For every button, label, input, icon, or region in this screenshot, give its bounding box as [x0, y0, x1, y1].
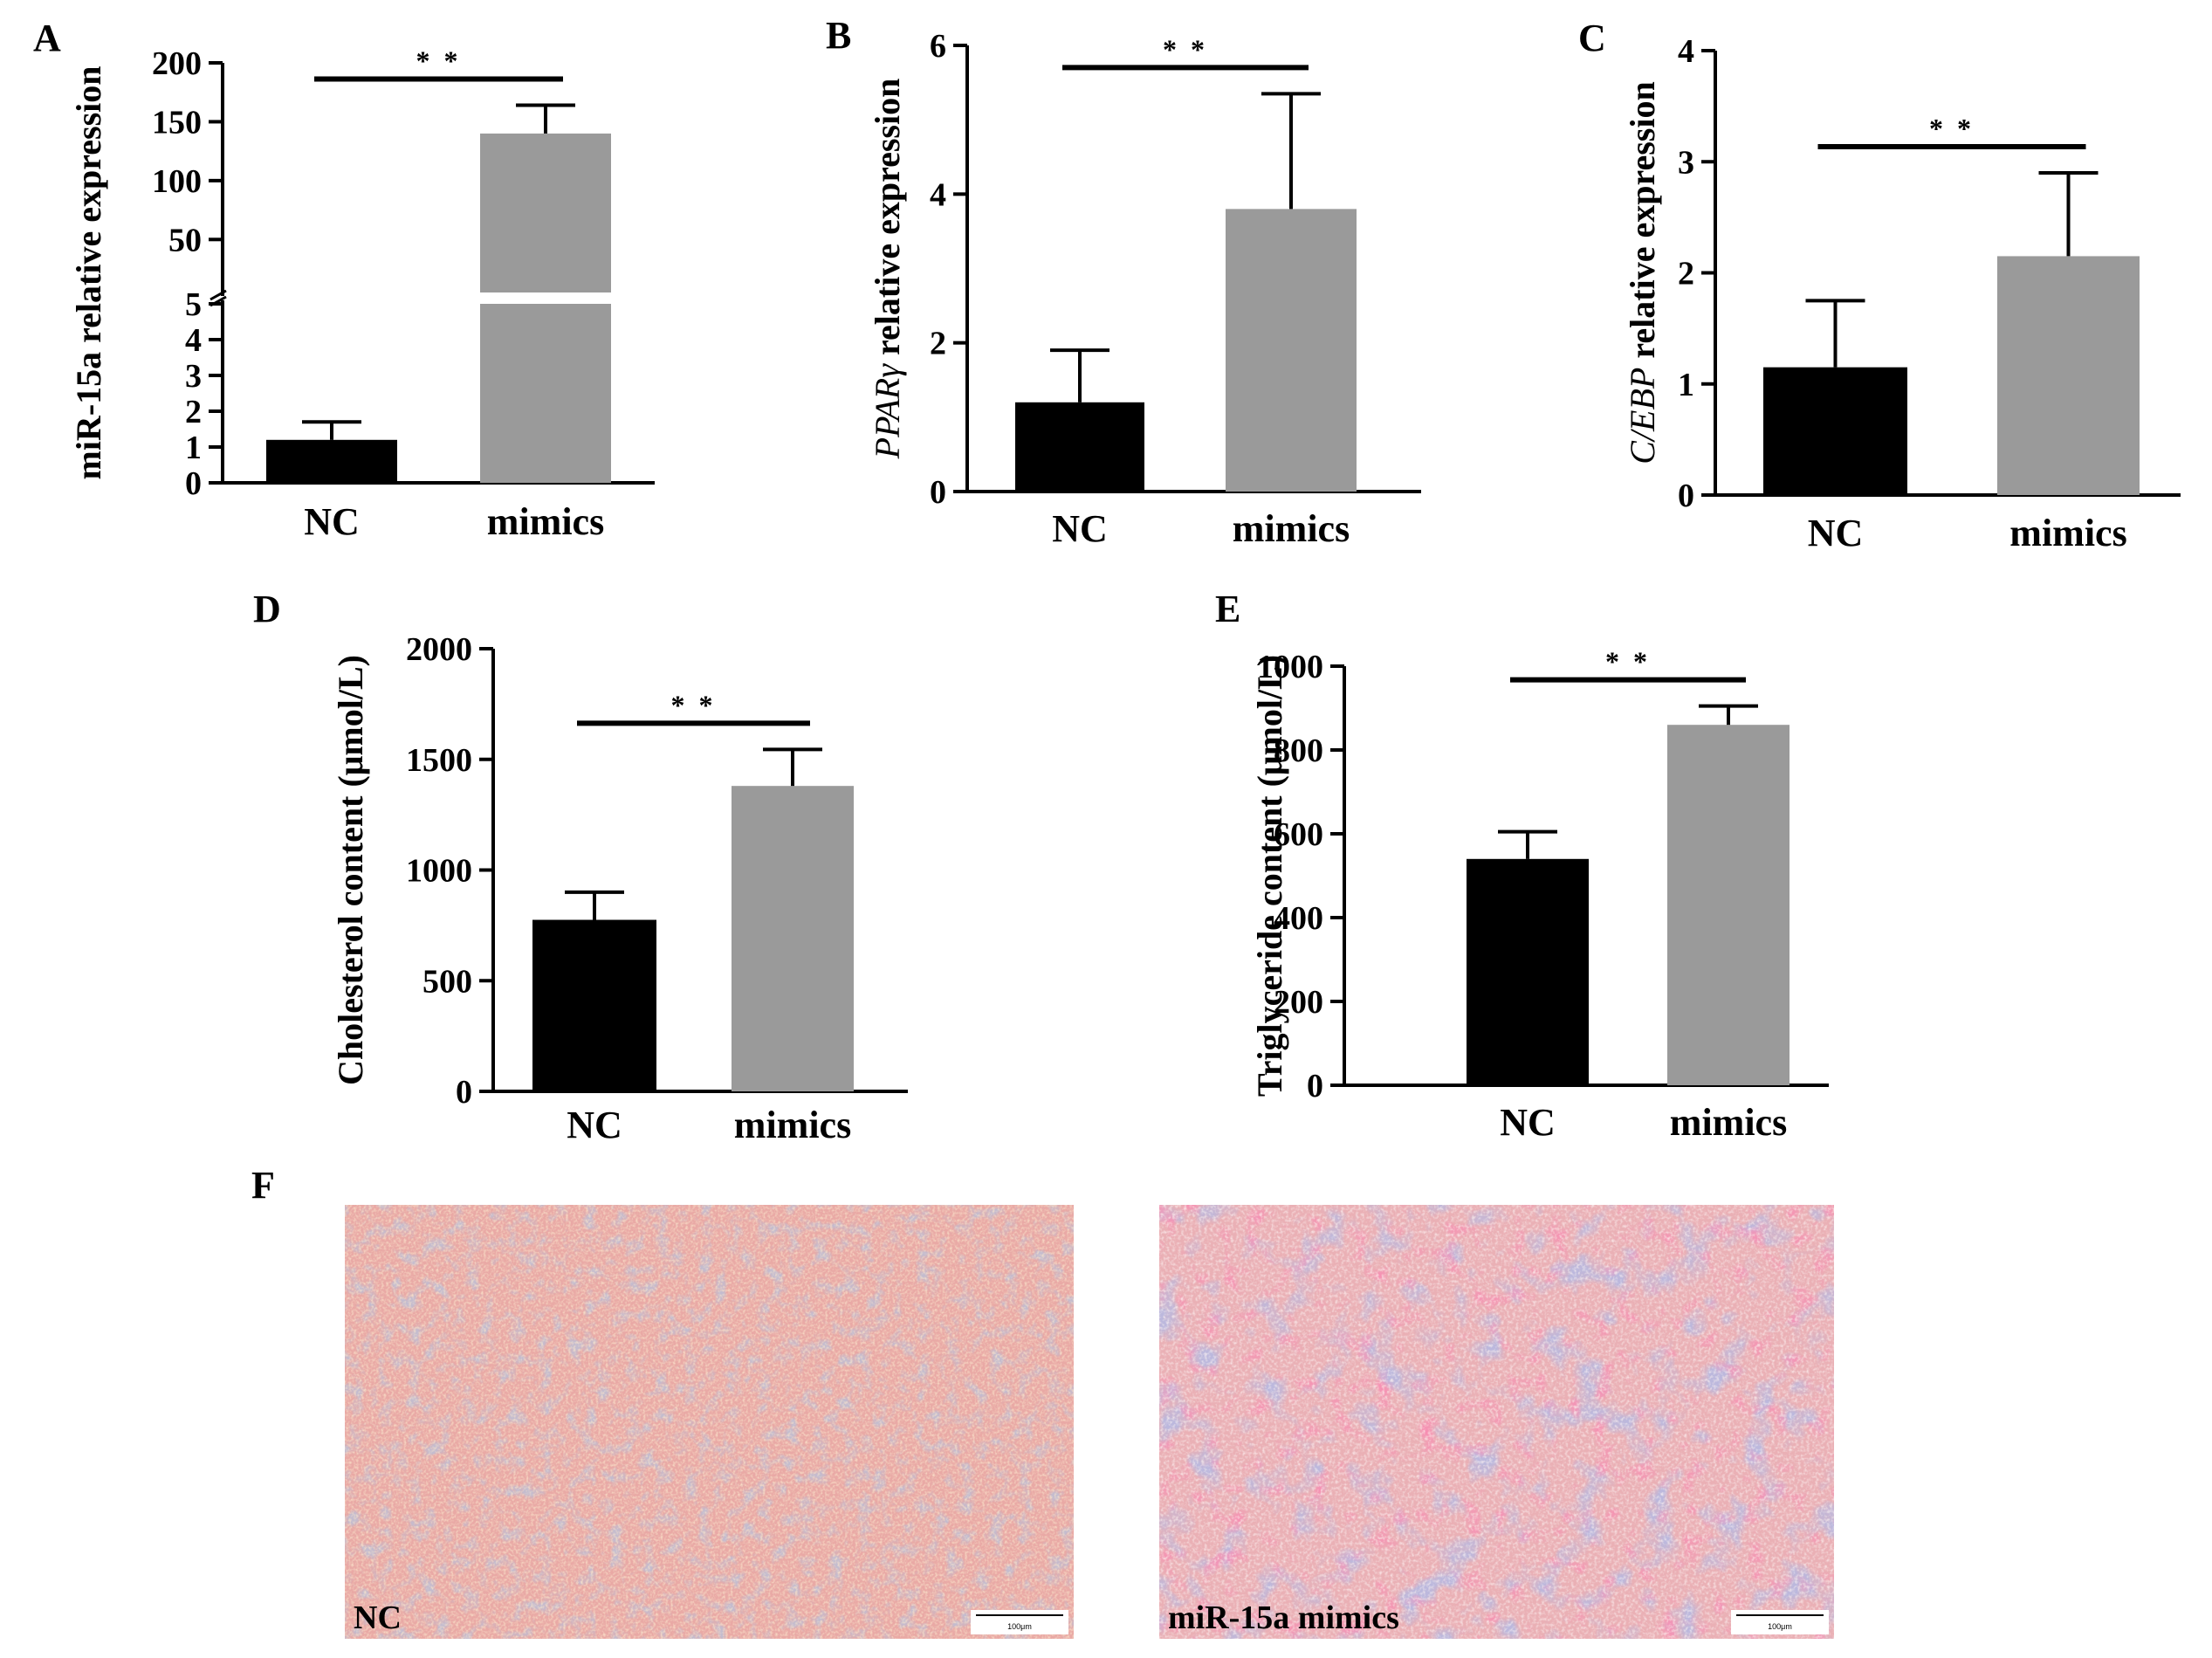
panel-letter-e: E [1215, 588, 1240, 630]
bar-nc [266, 439, 397, 483]
bar-mimics [732, 786, 854, 1091]
chart-panel-b: B 0 2 4 6 NC mimics * * PPARγ relative expressio… [826, 14, 1421, 550]
y-axis-label-text: Triglyceride content (μmol/L) [1250, 655, 1289, 1097]
y-tick-label: 2 [930, 326, 946, 362]
scale-bar-nc [971, 1610, 1068, 1634]
panel-letter-c: C [1578, 17, 1606, 59]
significance-label: * * [1163, 33, 1208, 65]
x-category-label: NC [1808, 512, 1864, 554]
y-axis-label-text: relative expression [1623, 81, 1662, 367]
panel-letter-d: D [253, 588, 281, 630]
y-axis-label: miR-15a relative expression [69, 65, 108, 479]
y-tick-label: 2 [1678, 256, 1694, 292]
y-tick-label: 3 [185, 358, 202, 395]
x-category-label: NC [1052, 507, 1108, 550]
significance-label: * * [671, 689, 717, 720]
x-category-label: mimics [1233, 507, 1350, 550]
scale-bar-nc-text: 100μm [1007, 1622, 1032, 1631]
bar-mimics [1667, 725, 1790, 1085]
y-axis-label-italic: PPARγ [868, 363, 907, 460]
significance-label: * * [1929, 113, 1975, 144]
y-tick-label: 1 [185, 430, 202, 466]
scale-bar-mimics [1731, 1610, 1829, 1634]
micrograph-nc: NC 100μm [345, 1205, 1074, 1639]
bar-break-gap [478, 292, 613, 304]
y-axis-label-text: Cholesterol content (μmol/L) [331, 655, 370, 1085]
x-category-label: NC [304, 500, 360, 543]
panel-letter-b: B [826, 14, 851, 57]
panel-letter-a: A [33, 17, 61, 59]
bar-mimics [1997, 256, 2140, 495]
x-category-label: mimics [734, 1104, 851, 1146]
y-tick-label: 4 [1678, 33, 1694, 70]
bar-mimics [480, 133, 611, 483]
y-tick-label: 500 [422, 963, 472, 1000]
bar-nc [1015, 402, 1144, 492]
micrograph-mimics-label: miR-15a mimics [1168, 1600, 1399, 1636]
bar-nc [1763, 367, 1907, 495]
micrograph-nc-label: NC [354, 1600, 402, 1636]
y-axis-label-text: miR-15a relative expression [69, 65, 108, 479]
x-category-label: mimics [2009, 512, 2126, 554]
y-tick-label: 50 [168, 222, 202, 258]
x-category-label: mimics [487, 500, 604, 543]
significance-label: * * [1605, 646, 1651, 678]
y-tick-label: 3 [1678, 144, 1694, 181]
bar-nc [532, 919, 656, 1091]
y-tick-label: 0 [1678, 478, 1694, 514]
panel-f: F NC 100μm miR-15a mimics 100μm [251, 1164, 1834, 1639]
y-tick-label: 1500 [406, 742, 472, 779]
y-tick-label: 800 [1274, 733, 1323, 769]
scale-bar-mimics-text: 100μm [1768, 1622, 1792, 1631]
y-tick-label: 400 [1274, 900, 1323, 937]
chart-panel-c: C 0 1 2 3 4 NC mimics * * C/EBP relative expressi… [1578, 17, 2181, 554]
y-tick-label: 0 [456, 1074, 472, 1111]
bar-nc [1467, 858, 1589, 1085]
y-tick-label: 6 [930, 28, 946, 65]
y-tick-label: 0 [1307, 1068, 1323, 1104]
y-tick-label: 0 [185, 465, 202, 502]
x-category-label: NC [567, 1104, 622, 1146]
y-tick-label: 600 [1274, 816, 1323, 853]
y-axis-label: PPARγ relative expression [868, 79, 907, 460]
bar-mimics [1226, 209, 1357, 492]
y-tick-label: 200 [1274, 984, 1323, 1021]
y-tick-label: 1000 [1257, 649, 1323, 685]
y-axis-label-italic: C/EBP [1623, 368, 1662, 464]
x-category-label: mimics [1670, 1101, 1787, 1144]
x-category-label: NC [1500, 1101, 1556, 1144]
y-axis-label: Triglyceride content (μmol/L) [1250, 655, 1289, 1097]
y-tick-label: 1000 [406, 853, 472, 890]
chart-panel-e: E 0 200 400 600 800 1000 NC mimics * * Triglycerid… [1215, 588, 1829, 1144]
micrograph-nc-texture [345, 1205, 1074, 1639]
y-tick-label: 2000 [406, 631, 472, 668]
y-tick-label: 150 [152, 104, 202, 141]
y-axis-label-text: relative expression [868, 79, 907, 364]
y-tick-label: 100 [152, 163, 202, 200]
panel-letter-f: F [251, 1164, 275, 1207]
y-tick-label: 4 [930, 176, 946, 213]
y-axis-label: Cholesterol content (μmol/L) [331, 655, 370, 1085]
axis-break-mark [210, 289, 227, 301]
y-tick-label: 200 [152, 45, 202, 82]
y-tick-label: 0 [930, 474, 946, 511]
y-tick-label: 1 [1678, 367, 1694, 403]
y-axis-label: C/EBP relative expression [1623, 81, 1662, 464]
micrograph-mimics: miR-15a mimics 100μm [1159, 1205, 1834, 1639]
significance-label: * * [416, 45, 462, 77]
y-tick-label: 2 [185, 394, 202, 430]
y-tick-label: 5 [185, 286, 202, 323]
chart-panel-d: D 0 500 1000 1500 2000 NC mimics * * Cholesterol … [253, 588, 908, 1146]
micrograph-mimics-texture [1159, 1205, 1834, 1639]
y-tick-label: 4 [185, 322, 202, 359]
